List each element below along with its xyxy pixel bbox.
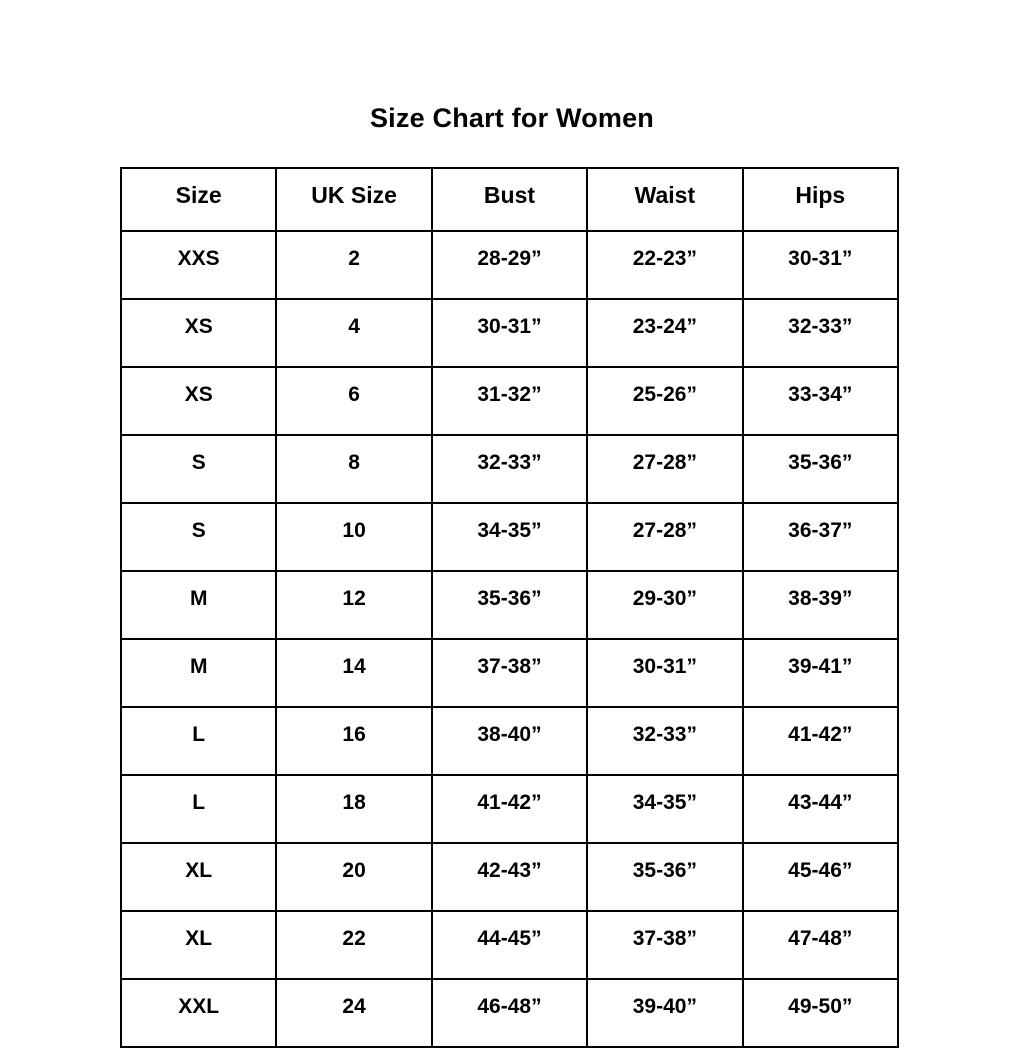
table-cell: 27-28” (586, 502, 744, 572)
table-cell: XS (119, 366, 278, 436)
table-cell: 37-38” (586, 910, 744, 980)
table-cell: 30-31” (586, 638, 744, 708)
table-cell: 30-31” (741, 230, 900, 300)
table-cell: 35-36” (741, 434, 900, 504)
table-cell: 28-29” (430, 230, 589, 300)
table-row: XL 20 42-43” 35-36” 45-46” (119, 842, 900, 912)
column-header-bust: Bust (430, 167, 589, 232)
table-cell: 22 (275, 910, 433, 980)
table-cell: 39-40” (586, 978, 744, 1048)
table-cell: 20 (275, 842, 433, 912)
table-cell: 6 (275, 366, 433, 436)
table-cell: 18 (275, 774, 433, 844)
table-row: S 10 34-35” 27-28” 36-37” (119, 502, 900, 572)
table-cell: 33-34” (741, 366, 900, 436)
table-cell: 38-40” (430, 706, 589, 776)
table-cell: 22-23” (586, 230, 744, 300)
table-cell: 24 (275, 978, 433, 1048)
table-cell: 41-42” (430, 774, 589, 844)
column-header-uk-size: UK Size (275, 167, 433, 232)
table-cell: 14 (275, 638, 433, 708)
table-row: M 12 35-36” 29-30” 38-39” (119, 570, 900, 640)
table-cell: 43-44” (741, 774, 900, 844)
table-cell: 16 (275, 706, 433, 776)
table-cell: 2 (275, 230, 433, 300)
table-row: L 16 38-40” 32-33” 41-42” (119, 706, 900, 776)
table-cell: 45-46” (741, 842, 900, 912)
table-cell: 47-48” (741, 910, 900, 980)
table-row: XS 4 30-31” 23-24” 32-33” (119, 298, 900, 368)
table-cell: 27-28” (586, 434, 744, 504)
table-cell: 39-41” (741, 638, 900, 708)
table-cell: 42-43” (430, 842, 589, 912)
column-header-hips: Hips (741, 167, 900, 232)
table-cell: 8 (275, 434, 433, 504)
table-cell: S (119, 502, 278, 572)
table-cell: XXL (119, 978, 278, 1048)
table-cell: 34-35” (586, 774, 744, 844)
table-cell: XXS (119, 230, 278, 300)
table-cell: 4 (275, 298, 433, 368)
table-row: M 14 37-38” 30-31” 39-41” (119, 638, 900, 708)
table-row: S 8 32-33” 27-28” 35-36” (119, 434, 900, 504)
table-cell: XS (119, 298, 278, 368)
table-cell: 32-33” (430, 434, 589, 504)
table-cell: L (119, 706, 278, 776)
table-cell: 32-33” (741, 298, 900, 368)
table-cell: 35-36” (430, 570, 589, 640)
table-cell: 10 (275, 502, 433, 572)
table-cell: 38-39” (741, 570, 900, 640)
table-cell: 23-24” (586, 298, 744, 368)
table-row: L 18 41-42” 34-35” 43-44” (119, 774, 900, 844)
size-chart-table: Size UK Size Bust Waist Hips XXS 2 28-29” 22-23… (119, 167, 900, 1048)
table-cell: XL (119, 842, 278, 912)
table-header-row: Size UK Size Bust Waist Hips (119, 167, 900, 232)
table-cell: 37-38” (430, 638, 589, 708)
table-cell: 12 (275, 570, 433, 640)
table-cell: 46-48” (430, 978, 589, 1048)
table-cell: 30-31” (430, 298, 589, 368)
table-cell: L (119, 774, 278, 844)
table-cell: 29-30” (586, 570, 744, 640)
table-cell: 41-42” (741, 706, 900, 776)
size-chart-table-head: Size UK Size Bust Waist Hips (119, 167, 900, 232)
table-cell: 44-45” (430, 910, 589, 980)
table-cell: M (119, 638, 278, 708)
table-cell: XL (119, 910, 278, 980)
table-cell: M (119, 570, 278, 640)
table-cell: 35-36” (586, 842, 744, 912)
size-chart-table-body: XXS 2 28-29” 22-23” 30-31” XS 4 30-31” 23-24” 32-… (119, 230, 900, 1048)
table-cell: 34-35” (430, 502, 589, 572)
table-cell: 32-33” (586, 706, 744, 776)
table-cell: 36-37” (741, 502, 900, 572)
table-row: XXL 24 46-48” 39-40” 49-50” (119, 978, 900, 1048)
table-cell: S (119, 434, 278, 504)
table-cell: 49-50” (741, 978, 900, 1048)
table-row: XL 22 44-45” 37-38” 47-48” (119, 910, 900, 980)
page-title: Size Chart for Women (369, 103, 655, 133)
table-row: XS 6 31-32” 25-26” 33-34” (119, 366, 900, 436)
table-cell: 25-26” (586, 366, 744, 436)
column-header-waist: Waist (586, 167, 744, 232)
table-cell: 31-32” (430, 366, 589, 436)
column-header-size: Size (119, 167, 278, 232)
table-row: XXS 2 28-29” 22-23” 30-31” (119, 230, 900, 300)
